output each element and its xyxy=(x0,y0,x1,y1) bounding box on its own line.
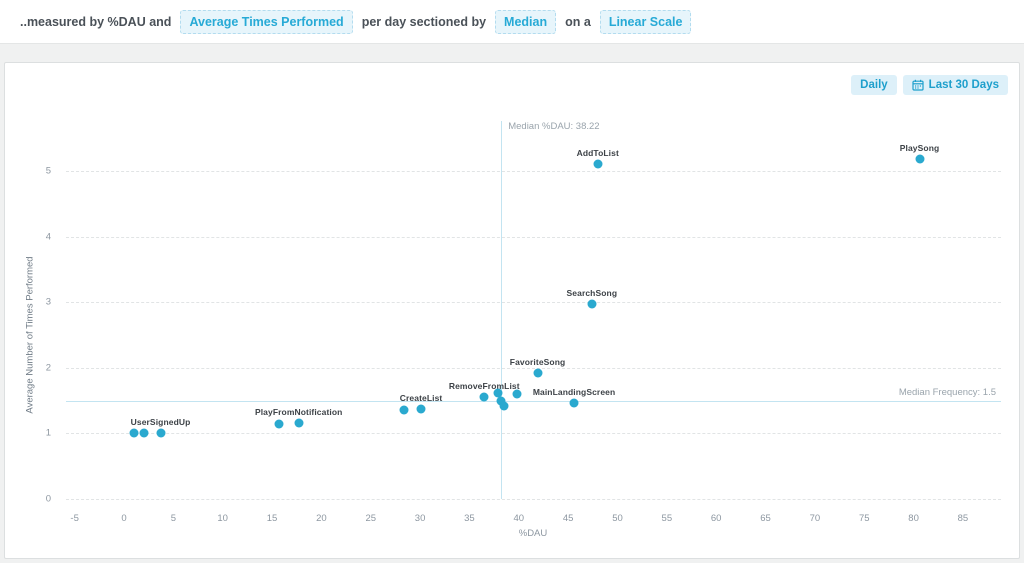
event-dot-label: RemoveFromList xyxy=(448,380,520,391)
event-dot-label: MainLandingScreen xyxy=(532,386,616,397)
event-dot[interactable] xyxy=(512,389,522,399)
y-gridline xyxy=(66,236,1001,238)
x-tick-label: 30 xyxy=(414,513,426,524)
y-gridline xyxy=(66,499,1001,500)
date-range-label: Last 30 Days xyxy=(928,79,999,91)
x-tick-label: 75 xyxy=(858,513,870,524)
event-dot[interactable] xyxy=(479,392,489,402)
scatter-chart: Average Number of Times Performed %DAU 0… xyxy=(5,63,1019,558)
event-dot-label: PlaySong xyxy=(899,143,940,154)
event-dot[interactable] xyxy=(915,154,925,164)
x-tick-label: 40 xyxy=(513,513,525,524)
event-dot[interactable] xyxy=(533,368,543,378)
median-dau-line xyxy=(501,121,503,499)
event-dot[interactable] xyxy=(493,388,503,398)
event-dot[interactable] xyxy=(496,396,506,406)
x-tick-label: 80 xyxy=(908,513,919,524)
median-frequency-label: Median Frequency: 1.5 xyxy=(898,386,996,398)
y-gridline xyxy=(66,302,1001,304)
y-tick-label: 4 xyxy=(45,231,51,243)
x-axis-title: %DAU xyxy=(518,528,548,539)
x-tick-label: 55 xyxy=(661,513,673,524)
y-gridline xyxy=(66,171,1001,172)
event-dot[interactable] xyxy=(274,419,284,429)
y-tick-label: 5 xyxy=(45,165,51,177)
y-gridline xyxy=(66,433,1001,435)
y-tick-label: 2 xyxy=(45,362,51,374)
event-dot[interactable] xyxy=(587,299,597,308)
median-dau-label: Median %DAU: 38.22 xyxy=(508,121,600,132)
x-tick-label: 45 xyxy=(562,513,574,524)
x-tick-label: 0 xyxy=(121,513,127,524)
query-sectioned-text: per day sectioned by xyxy=(361,14,487,29)
median-frequency-line xyxy=(66,400,1001,402)
event-dot-label: UserSignedUp xyxy=(130,417,191,428)
x-tick-label: 25 xyxy=(365,513,377,524)
y-tick-label: 3 xyxy=(45,296,51,308)
interval-label: Daily xyxy=(860,79,888,91)
date-range-button[interactable]: Last 30 Days xyxy=(902,75,1008,95)
x-tick-label: 10 xyxy=(217,513,228,524)
scale-dropdown[interactable]: Linear Scale xyxy=(599,9,692,34)
metric-dropdown[interactable]: Average Times Performed xyxy=(180,9,353,34)
event-dot-label: SearchSong xyxy=(566,287,618,298)
x-tick-label: 15 xyxy=(266,513,278,524)
event-dot[interactable] xyxy=(156,428,166,438)
event-dot[interactable] xyxy=(569,398,579,408)
x-tick-label: 60 xyxy=(710,513,722,524)
y-tick-label: 0 xyxy=(45,493,51,505)
event-dot[interactable] xyxy=(294,418,304,428)
calendar-icon xyxy=(912,79,924,91)
chart-card: Daily Last 30 Days Average Numbe xyxy=(4,62,1020,559)
query-description-bar: ..measured by %DAU and Average Times Per… xyxy=(0,0,1024,44)
x-tick-label: 5 xyxy=(170,513,176,524)
event-dot-label: FavoriteSong xyxy=(509,357,566,368)
interval-button[interactable]: Daily xyxy=(851,75,897,95)
x-tick-label: 85 xyxy=(957,513,969,524)
query-scale-text: on a xyxy=(565,14,591,29)
event-dot-label: AddToList xyxy=(576,147,619,158)
y-tick-label: 1 xyxy=(45,427,51,439)
x-tick-label: 35 xyxy=(464,513,475,524)
event-dot-label: PlayFromNotification xyxy=(254,406,343,417)
event-dot[interactable] xyxy=(593,159,603,169)
event-dot[interactable] xyxy=(416,404,426,414)
x-tick-label: 50 xyxy=(612,513,623,524)
event-dot[interactable] xyxy=(129,428,139,438)
event-dot[interactable] xyxy=(499,401,509,411)
x-tick-label: 65 xyxy=(760,513,771,524)
y-gridline xyxy=(66,367,1001,369)
x-tick-label: 20 xyxy=(316,513,327,524)
x-tick-label: 70 xyxy=(809,513,821,524)
event-dot[interactable] xyxy=(139,428,149,438)
section-dropdown[interactable]: Median xyxy=(495,9,557,34)
event-dot[interactable] xyxy=(399,405,409,415)
query-prefix-text: ..measured by %DAU and xyxy=(20,14,172,29)
chart-controls: Daily Last 30 Days xyxy=(851,75,1008,95)
y-axis-title: Average Number of Times Performed xyxy=(24,256,36,414)
x-tick-label: -5 xyxy=(70,513,79,524)
event-dot-label: CreateList xyxy=(399,393,443,404)
